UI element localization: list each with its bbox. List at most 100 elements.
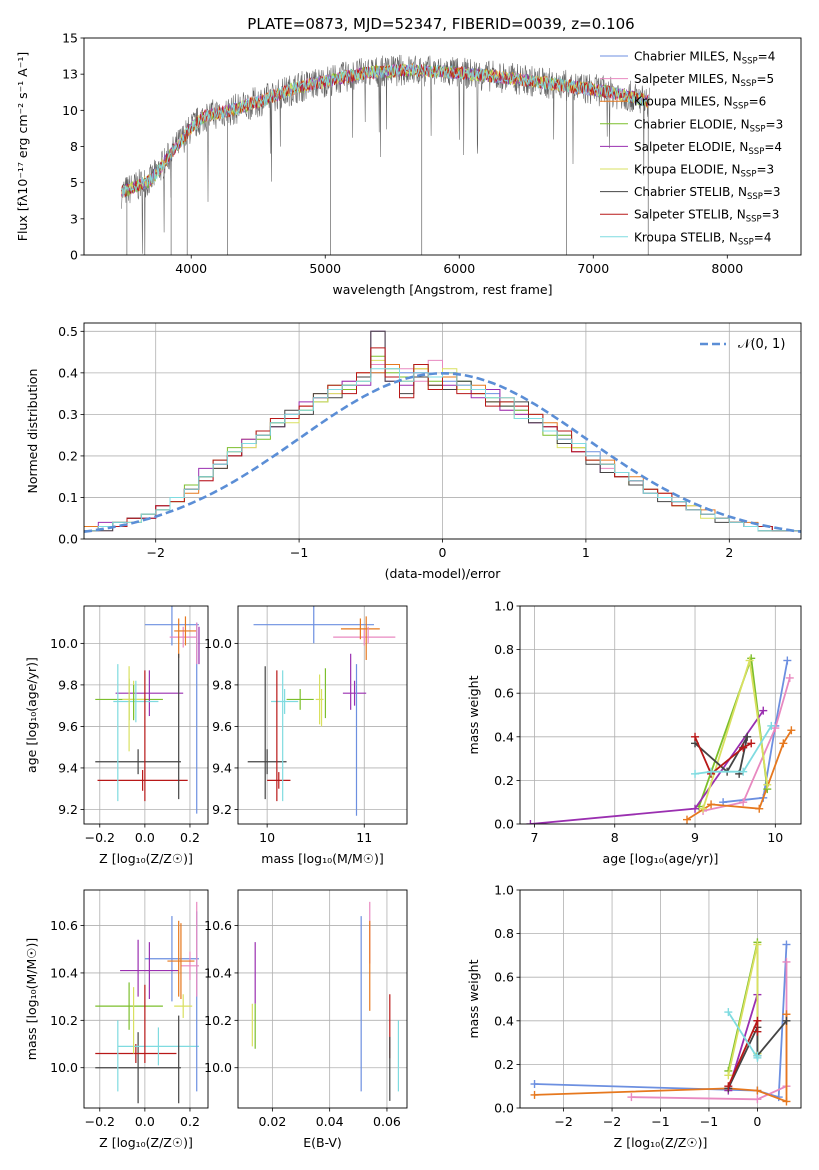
- legend-subscript: SSP: [746, 215, 762, 225]
- x-tick-label: 9: [691, 830, 699, 845]
- x-axis-label: age [log₁₀(age/yr)]: [603, 851, 719, 866]
- x-tick-label: 0.04: [316, 1114, 344, 1129]
- y-tick-label: 9.6: [58, 719, 78, 734]
- x-tick-label: 0.02: [258, 1114, 286, 1129]
- x-axis-label: Z [log₁₀(Z/Z☉)]: [99, 1135, 193, 1150]
- y-axis-label: mass [log₁₀(M/M☉)]: [24, 938, 39, 1060]
- axes-frame: [83, 37, 802, 256]
- y-tick-label: 1.0: [494, 599, 514, 614]
- x-tick-label: −2: [146, 545, 164, 560]
- age-vs-mass-panel: 10 11 9.2 9.4 9.6 9.8 10.0 mass [log₁₀(M/M☉)]: [204, 605, 408, 866]
- legend-subscript: SSP: [742, 57, 758, 67]
- y-tick-label: 0.0: [494, 817, 514, 832]
- plot-area: [95, 901, 199, 1104]
- plot-area: [95, 606, 200, 814]
- legend-entry: Chabrier STELIB, NSSP=3: [634, 185, 781, 202]
- legend-entry: Kroupa MILES, NSSP=6: [634, 95, 766, 112]
- histogram-kroupa-stelib: [84, 368, 801, 539]
- y-axis-label: Normed distribution: [25, 369, 40, 494]
- x-axis-label: Z [log₁₀(Z/Z☉)]: [614, 1135, 708, 1150]
- y-tick-label: 0.4: [58, 365, 78, 380]
- x-tick-label: 7000: [577, 261, 609, 276]
- y-tick-label: 0.1: [58, 490, 78, 505]
- legend-nssp: =5: [756, 72, 774, 86]
- weight-vs-metallicity-panel: −2 −2 −1 −1 0 0.0 0.2 0.4 0.6 0.8 1.0 Z [log₁₀(Z/Z☉…: [466, 883, 802, 1150]
- x-axis-label: Z [log₁₀(Z/Z☉)]: [99, 851, 193, 866]
- y-tick-label: 10: [62, 103, 78, 118]
- x-tick-label: 8: [611, 830, 619, 845]
- x-tick-label: 0.0: [135, 1114, 155, 1129]
- y-tick-label: 0.8: [494, 642, 514, 657]
- x-tick-label: −1: [290, 545, 308, 560]
- plot-area: [121, 54, 650, 255]
- axes-frame: [519, 605, 802, 825]
- x-tick-label: −0.2: [85, 830, 115, 845]
- x-tick-label: 0.2: [180, 1114, 200, 1129]
- x-tick-label: −1: [700, 1114, 718, 1129]
- y-axis-label: age [log₁₀(age/yr)]: [24, 657, 39, 773]
- x-tick-label: 1: [582, 545, 590, 560]
- legend-entry: Chabrier MILES, NSSP=4: [634, 50, 775, 67]
- legend-nssp: =3: [756, 163, 774, 177]
- legend-nssp: =4: [758, 50, 776, 64]
- x-axis-label: (data-model)/error: [385, 566, 502, 581]
- x-tick-label: −2: [554, 1114, 572, 1129]
- y-tick-label: 9.8: [58, 677, 78, 692]
- legend-nssp: =3: [766, 117, 784, 131]
- x-axis-label: wavelength [Angstrom, rest frame]: [332, 282, 552, 297]
- legend-subscript: SSP: [741, 170, 757, 180]
- y-tick-label: 0.0: [494, 1101, 514, 1116]
- spectrum-line-kroupa-stelib: [121, 64, 650, 197]
- y-tick-label: 10.0: [204, 636, 232, 651]
- y-axis-label: mass weight: [466, 675, 481, 754]
- x-tick-label: −0.2: [85, 1114, 115, 1129]
- y-axis-label: mass weight: [466, 959, 481, 1038]
- legend-subscript: SSP: [748, 147, 764, 157]
- y-tick-label: 0.2: [58, 448, 78, 463]
- legend-entry: Salpeter ELODIE, NSSP=4: [634, 140, 782, 157]
- plot-area: [251, 901, 400, 1101]
- x-tick-label: 7: [530, 830, 538, 845]
- weight-line: [694, 736, 752, 776]
- y-tick-label: 0.6: [494, 970, 514, 985]
- y-tick-label: 13: [62, 67, 78, 82]
- y-axis-label: Flux [fλ10⁻¹⁷ erg cm⁻² s⁻¹ A⁻¹]: [15, 52, 30, 241]
- legend-nssp: =4: [754, 230, 772, 244]
- x-tick-label: 0.0: [135, 830, 155, 845]
- mass-vs-metallicity-panel: −0.2 0.0 0.2 10.0 10.2 10.4 10.6 Z [log₁₀(Z/Z☉)…: [24, 889, 209, 1150]
- x-tick-label: 10: [767, 830, 783, 845]
- x-tick-label: −2: [603, 1114, 621, 1129]
- x-tick-label: 10: [259, 830, 275, 845]
- y-tick-label: 0.4: [494, 1013, 514, 1028]
- legend-subscript: SSP: [741, 79, 757, 89]
- y-tick-label: 10.2: [50, 1013, 78, 1028]
- y-tick-label: 9.4: [212, 760, 232, 775]
- plot-area: [84, 330, 801, 539]
- axes-frame: [237, 605, 408, 825]
- y-tick-label: 0: [70, 248, 78, 263]
- y-tick-label: 15: [62, 31, 78, 46]
- axes-frame: [237, 889, 408, 1109]
- x-tick-label: 2: [725, 545, 733, 560]
- legend-nssp: =3: [762, 208, 780, 222]
- axes-frame: [83, 322, 802, 540]
- legend-entry: Chabrier ELODIE, NSSP=3: [634, 117, 783, 134]
- y-tick-label: 0.8: [494, 926, 514, 941]
- y-tick-label: 10.0: [50, 636, 78, 651]
- x-tick-label: 0: [439, 545, 447, 560]
- weight-line: [694, 725, 773, 775]
- weight-vs-age-panel: 7 8 9 10 0.0 0.2 0.4 0.6 0.8 1.0 age [log₁₀(age/yr…: [466, 599, 802, 866]
- y-tick-label: 10.4: [204, 965, 232, 980]
- axes-frame: [519, 889, 802, 1109]
- legend-entry: Salpeter STELIB, NSSP=3: [634, 208, 779, 225]
- normal-curve: [84, 371, 801, 533]
- legend-subscript: SSP: [747, 192, 763, 202]
- legend-subscript: SSP: [733, 102, 749, 112]
- x-tick-label: 0: [753, 1114, 761, 1129]
- y-tick-label: 10.6: [50, 918, 78, 933]
- y-tick-label: 10.0: [50, 1060, 78, 1075]
- y-tick-label: 0.4: [494, 729, 514, 744]
- weight-line: [694, 736, 749, 775]
- mass-vs-ebv-panel: 0.02 0.04 0.06 10.0 10.2 10.4 10.6 E(B-V): [204, 889, 408, 1150]
